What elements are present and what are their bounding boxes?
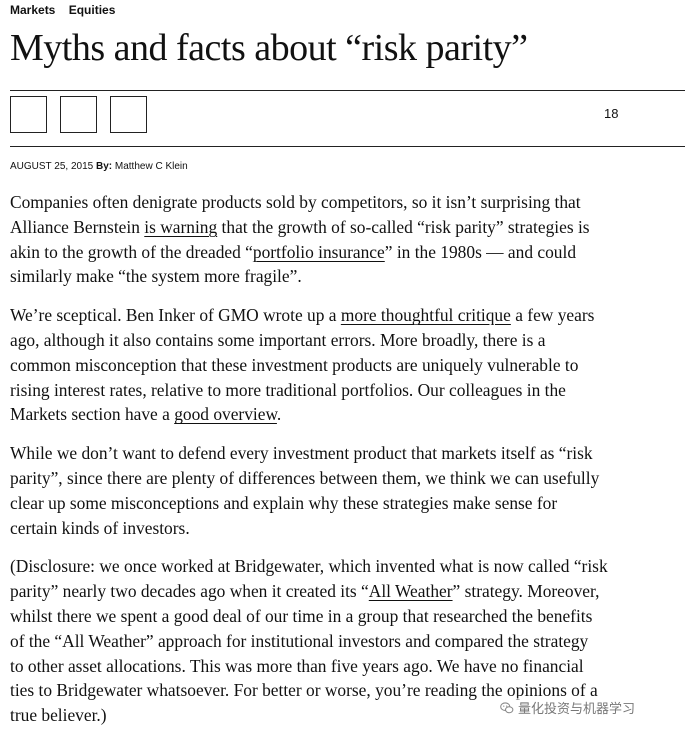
paragraph-line: While we don’t want to defend every inve… <box>10 443 593 463</box>
text-run: clear up some misconceptions and explain… <box>10 492 558 513</box>
paragraph-line: to other asset allocations. This was mor… <box>10 656 584 676</box>
byline-date: AUGUST 25, 2015 <box>10 161 94 172</box>
text-run: rising interest rates, relative to more … <box>10 379 566 400</box>
paragraph-line: common misconception that these investme… <box>10 355 578 375</box>
breadcrumb: Markets Equities <box>10 3 125 17</box>
text-run: whilst there we spent a good deal of our… <box>10 605 593 626</box>
paragraph-line: Alliance Bernstein is warning that the g… <box>10 217 590 237</box>
text-run: We’re sceptical. Ben Inker of GMO wrote … <box>10 305 341 326</box>
share-button-3[interactable] <box>110 96 147 133</box>
paragraph-line: of the “All Weather” approach for instit… <box>10 631 588 651</box>
paragraph-line: whilst there we spent a good deal of our… <box>10 606 592 626</box>
wechat-icon <box>500 701 514 713</box>
breadcrumb-markets[interactable]: Markets <box>10 3 56 17</box>
watermark: 量化投资与机器学习 <box>498 698 638 717</box>
paragraph-line: rising interest rates, relative to more … <box>10 380 566 400</box>
page-title: Myths and facts about “risk parity” <box>10 27 528 69</box>
paragraph-line: ties to Bridgewater whatsoever. For bett… <box>10 680 598 700</box>
text-run: ties to Bridgewater whatsoever. For bett… <box>10 680 598 701</box>
paragraph-line: ago, although it also contains some impo… <box>10 330 545 350</box>
article-body: Companies often denigrate products sold … <box>10 190 685 742</box>
text-run: Alliance Bernstein <box>10 216 145 237</box>
article-paragraph: Companies often denigrate products sold … <box>10 190 685 289</box>
comment-count[interactable]: 18 <box>604 106 619 121</box>
bottom-divider <box>10 146 685 147</box>
text-run: that the growth of so-called “risk parit… <box>217 216 590 237</box>
paragraph-line: (Disclosure: we once worked at Bridgewat… <box>10 556 608 576</box>
text-run: a few years <box>510 305 595 326</box>
text-run: true believer.) <box>10 705 107 726</box>
text-run: similarly make “the system more fragile”… <box>10 266 302 287</box>
watermark-text: 量化投资与机器学习 <box>518 702 636 717</box>
paragraph-line: similarly make “the system more fragile”… <box>10 266 302 286</box>
byline-author[interactable]: Matthew C Klein <box>114 161 188 172</box>
text-run: ago, although it also contains some impo… <box>10 329 546 350</box>
text-run: While we don’t want to defend every inve… <box>10 443 593 464</box>
paragraph-line: parity”, since there are plenty of diffe… <box>10 468 599 488</box>
text-run: akin to the growth of the dreaded “ <box>10 241 253 262</box>
top-divider <box>10 90 685 91</box>
paragraph-line: Companies often denigrate products sold … <box>10 192 581 212</box>
text-run: certain kinds of investors. <box>10 517 190 538</box>
text-run: parity”, since there are plenty of diffe… <box>10 467 600 488</box>
article-paragraph: We’re sceptical. Ben Inker of GMO wrote … <box>10 303 685 427</box>
text-run: Companies often denigrate products sold … <box>10 192 581 212</box>
text-run: common misconception that these investme… <box>10 354 579 375</box>
inline-link[interactable]: more thoughtful critique <box>340 305 511 326</box>
share-button-2[interactable] <box>60 96 97 133</box>
text-run: parity” nearly two decades ago when it c… <box>10 581 369 602</box>
byline: AUGUST 25, 2015 By: Matthew C Klein <box>10 161 188 172</box>
inline-link[interactable]: portfolio insurance <box>252 241 385 262</box>
inline-link[interactable]: is warning <box>144 216 218 237</box>
paragraph-line: clear up some misconceptions and explain… <box>10 493 557 513</box>
paragraph-line: certain kinds of investors. <box>10 518 190 538</box>
paragraph-line: true believer.) <box>10 705 107 725</box>
text-run: Markets section have a <box>10 404 175 425</box>
inline-link[interactable]: All Weather <box>368 581 453 602</box>
article-paragraph: While we don’t want to defend every inve… <box>10 441 685 540</box>
byline-by: By: <box>95 161 113 172</box>
text-run: to other asset allocations. This was mor… <box>10 655 584 676</box>
breadcrumb-equities[interactable]: Equities <box>68 3 116 17</box>
paragraph-line: Markets section have a good overview. <box>10 404 281 424</box>
article-paragraph: (Disclosure: we once worked at Bridgewat… <box>10 554 685 728</box>
text-run: . <box>276 404 282 425</box>
text-run: (Disclosure: we once worked at Bridgewat… <box>10 556 608 577</box>
text-run: ” in the 1980s — and could <box>384 241 577 262</box>
paragraph-line: parity” nearly two decades ago when it c… <box>10 581 599 601</box>
share-button-1[interactable] <box>10 96 47 133</box>
inline-link[interactable]: good overview <box>174 404 277 425</box>
text-run: ” strategy. Moreover, <box>452 581 600 602</box>
text-run: of the “All Weather” approach for instit… <box>10 630 589 651</box>
paragraph-line: akin to the growth of the dreaded “portf… <box>10 242 576 262</box>
paragraph-line: We’re sceptical. Ben Inker of GMO wrote … <box>10 305 594 325</box>
